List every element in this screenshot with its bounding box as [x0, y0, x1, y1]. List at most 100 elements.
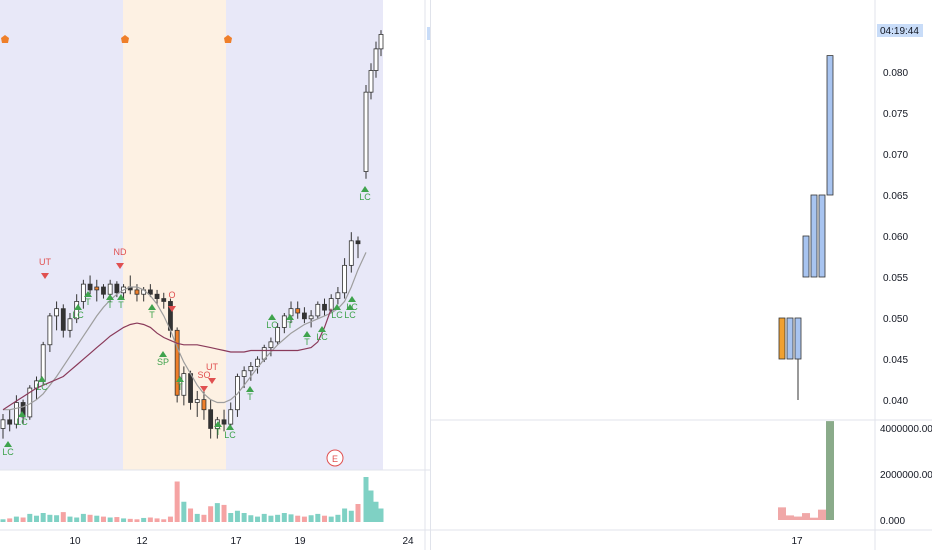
candle-body [80, 283, 86, 302]
candle [368, 63, 374, 100]
candle-body [255, 358, 260, 367]
time-tick-label: 12 [136, 536, 148, 547]
signal-label: SO [197, 370, 210, 380]
candle [786, 317, 794, 360]
candle-body [147, 289, 153, 295]
volume-bar [181, 501, 187, 522]
candle [101, 284, 106, 299]
event-marker-label: E [332, 454, 338, 464]
candle-body [174, 329, 180, 396]
candle-body [114, 283, 120, 294]
volume-bar [368, 490, 374, 522]
volume-bar [786, 515, 794, 520]
volume-bar [60, 512, 66, 522]
candle-body [60, 308, 66, 331]
buy-signal-icon [176, 376, 184, 382]
volume-bar [154, 518, 160, 522]
price-tick-label: 0.080 [883, 68, 908, 79]
buy-signal-icon [74, 304, 82, 310]
candle-body [94, 286, 100, 291]
candle-body [308, 315, 314, 320]
candle-body [201, 399, 207, 411]
volume-bar [255, 516, 261, 522]
volume-bar [0, 519, 6, 522]
signal-label: LC [346, 302, 358, 312]
candle-body [368, 70, 374, 93]
candle-body [134, 289, 140, 295]
session-background [0, 0, 123, 470]
candle-body [810, 194, 818, 278]
candle-body [275, 327, 281, 343]
volume-bar [241, 513, 247, 522]
candle-body [181, 373, 187, 396]
candle-body [87, 283, 93, 291]
candle-body [335, 292, 341, 299]
candle-body [778, 317, 786, 360]
volume-bar [378, 508, 384, 522]
candle [87, 275, 93, 295]
candle [308, 310, 314, 328]
candle-body [74, 301, 80, 320]
candle [201, 390, 207, 420]
candle [181, 366, 187, 406]
moving-average-line [3, 252, 367, 411]
candle-body [315, 303, 321, 317]
candle [7, 409, 13, 432]
candle [378, 30, 384, 57]
signal-label: LC [331, 310, 343, 320]
candle-body [67, 318, 73, 331]
volume-bar [826, 421, 834, 520]
volume-bar [107, 517, 113, 522]
candle-body [161, 298, 167, 302]
buy-signal-icon [361, 186, 369, 192]
price-tick-label: 0.055 [883, 273, 908, 284]
candle [67, 312, 73, 338]
signal-label: T [107, 300, 113, 310]
volume-bar [363, 477, 369, 522]
sell-signal-icon [168, 306, 176, 312]
volume-bar [13, 516, 19, 522]
candle-body [818, 194, 826, 278]
volume-bar [342, 508, 348, 522]
buy-signal-icon [348, 296, 356, 302]
buy-signal-icon [159, 351, 167, 357]
candle-body [241, 370, 247, 377]
candle [810, 194, 818, 278]
time-tick-label: 17 [791, 536, 803, 547]
volume-bar [20, 517, 26, 522]
candle-body [826, 55, 834, 196]
candle [0, 414, 6, 439]
sell-signal-icon [41, 273, 49, 279]
volume-bar [67, 516, 73, 522]
volume-bar [301, 516, 307, 522]
volume-bar [234, 510, 240, 522]
left-chart-pane[interactable]: LCLCLCLCLCTTTTSPTTLCTTLCLCTLCLCLCUTNDOSO… [0, 0, 430, 550]
volume-bar [818, 509, 826, 520]
volume-bar [288, 514, 294, 522]
buy-signal-icon [318, 326, 326, 332]
signal-label: LC [224, 430, 236, 440]
volume-bar [167, 516, 173, 522]
candle [355, 236, 361, 259]
volume-tick-label: 2000000.000 [880, 470, 932, 481]
right-chart-pane[interactable]: 0.080 0.075 0.070 0.065 0.060 0.055 0.050 0.045… [430, 0, 932, 550]
signal-label: LC [2, 447, 14, 457]
volume-bar [261, 513, 267, 522]
candle-body [302, 312, 307, 320]
signal-label: T [215, 427, 221, 437]
pane-divider[interactable] [430, 0, 431, 550]
moving-average-line [2, 308, 332, 411]
buy-signal-icon [106, 294, 114, 300]
session-marker-icon [1, 35, 9, 43]
signal-label: T [85, 297, 91, 307]
candle-body [101, 286, 106, 295]
candle [281, 312, 287, 334]
volume-bar [802, 513, 810, 520]
price-tick-label: 0.050 [883, 314, 908, 325]
volume-bar [121, 518, 127, 522]
candle [818, 194, 826, 278]
price-tick-label: 0.075 [883, 109, 908, 120]
signal-label: T [149, 310, 155, 320]
sell-signal-icon [208, 378, 216, 384]
current-price-badge: 04:19:44 [877, 24, 923, 37]
